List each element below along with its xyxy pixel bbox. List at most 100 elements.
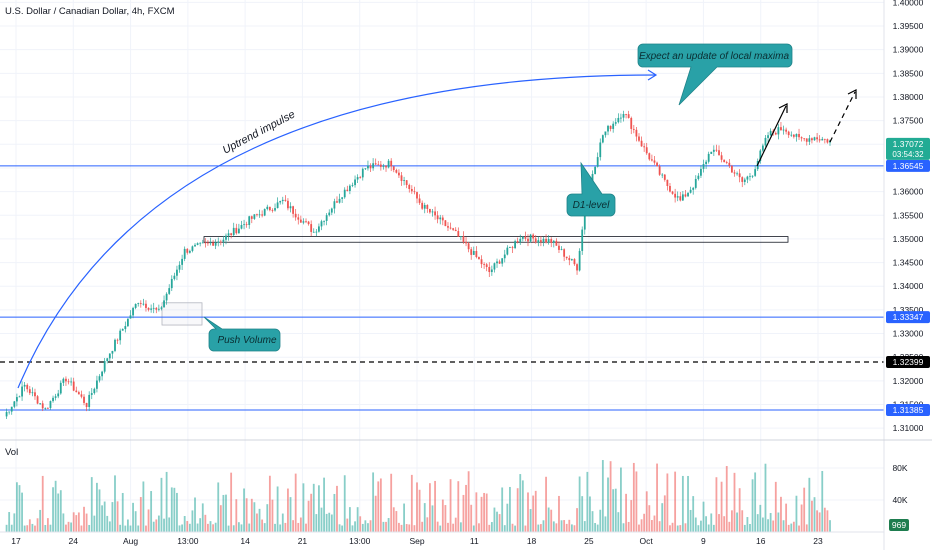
volume-bar (488, 524, 491, 532)
volume-bar (243, 488, 245, 532)
volume-bar (176, 492, 178, 532)
candle-body (578, 250, 581, 271)
candle-body (599, 142, 602, 158)
candle-body (444, 220, 447, 227)
candle-body (59, 382, 62, 394)
volume-bar (232, 525, 235, 532)
candle-body (253, 214, 256, 219)
candle-body (516, 241, 519, 243)
candle-body (684, 194, 687, 197)
callout-d1-level[interactable]: D1-level (566, 161, 616, 217)
volume-bar (679, 525, 682, 532)
volume-bar (687, 475, 689, 532)
candle-body (787, 131, 790, 136)
candle-body (496, 261, 498, 264)
candle-body (630, 117, 633, 129)
volume-bar (186, 521, 189, 532)
volume-layer (5, 460, 831, 532)
candle-body (780, 127, 782, 131)
volume-bar (268, 475, 271, 532)
candle-body (207, 242, 209, 244)
volume-bar (767, 519, 769, 532)
volume-bar (725, 466, 728, 532)
volume-bar (674, 471, 677, 532)
projection-arrow-dashed-head (847, 89, 857, 99)
volume-bar (609, 461, 612, 532)
volume-bar (454, 517, 457, 532)
candle-body (114, 339, 116, 351)
candle-body (418, 198, 421, 203)
price-axis-panel[interactable] (884, 0, 932, 550)
volume-bar (245, 498, 248, 532)
candle-body (483, 264, 486, 265)
volume-bar (813, 497, 816, 532)
time-tick-label: Sep (409, 536, 424, 546)
time-tick-label: 13:00 (177, 536, 199, 546)
candle-body (240, 225, 243, 229)
time-tick-label: Oct (640, 536, 654, 546)
volume-bar (382, 521, 385, 532)
candle-body (268, 206, 271, 211)
volume-bar (377, 481, 380, 532)
candle-body (449, 227, 452, 229)
time-tick-label: 24 (69, 536, 79, 546)
candle-body (70, 381, 73, 383)
uptrend-impulse-arrowhead (647, 69, 658, 81)
volume-bar (475, 492, 478, 532)
candle-body (121, 329, 124, 331)
volume-bar (434, 480, 436, 532)
candle-body (96, 380, 98, 389)
volume-bar (281, 513, 284, 532)
time-tick-label: 16 (756, 536, 766, 546)
candle-body (669, 185, 671, 192)
candle-body (80, 394, 83, 397)
candle-body (217, 241, 220, 243)
candle-body (390, 160, 393, 167)
candle-body (16, 397, 18, 402)
candle-body (563, 249, 566, 257)
volume-bar (124, 525, 127, 532)
volume-bar (338, 524, 341, 532)
volume-bar (5, 524, 8, 532)
candle-body (279, 201, 282, 203)
volume-bar (299, 517, 302, 532)
volume-bar (400, 524, 403, 532)
volume-bar (266, 504, 269, 532)
candle-body (106, 358, 109, 362)
time-tick-label: 25 (584, 536, 594, 546)
callout-push-volume[interactable]: Push Volume (203, 316, 281, 352)
volume-bar (170, 487, 173, 532)
candle-body (328, 212, 331, 216)
candle-body (219, 241, 222, 243)
candle-body (813, 137, 816, 141)
callout-expect-update[interactable]: Expect an update of local maxima (637, 43, 793, 106)
candle-body (276, 202, 279, 209)
candle-body (377, 164, 380, 166)
candle-body (299, 219, 302, 223)
candle-body (245, 224, 248, 226)
candle-body (379, 164, 382, 167)
volume-bar (191, 510, 194, 532)
volume-bar (75, 515, 78, 532)
candle-body (263, 209, 266, 216)
volume-bar (207, 523, 209, 532)
volume-bar (155, 519, 158, 532)
candle-body (632, 128, 635, 130)
candle-body (408, 184, 411, 189)
volume-bar (746, 517, 749, 532)
volume-bar (736, 512, 738, 532)
candle-body (36, 396, 39, 404)
volume-bar (754, 472, 757, 532)
candle-body (545, 238, 547, 243)
candle-body (186, 248, 189, 253)
volume-bar (576, 508, 578, 532)
candle-body (392, 166, 395, 171)
volume-bar (126, 519, 129, 532)
volume-bar (328, 512, 331, 532)
volume-bar (808, 477, 811, 532)
volume-badge-text: 969 (892, 520, 906, 530)
volume-bar (289, 497, 292, 532)
candle-body (163, 300, 165, 308)
candle-body (325, 215, 328, 221)
callout-d1-level-text: D1-level (573, 200, 610, 211)
